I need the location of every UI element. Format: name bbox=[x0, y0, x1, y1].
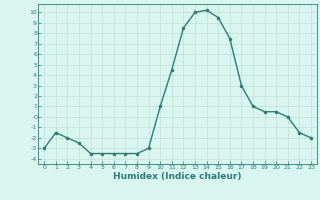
X-axis label: Humidex (Indice chaleur): Humidex (Indice chaleur) bbox=[113, 172, 242, 181]
